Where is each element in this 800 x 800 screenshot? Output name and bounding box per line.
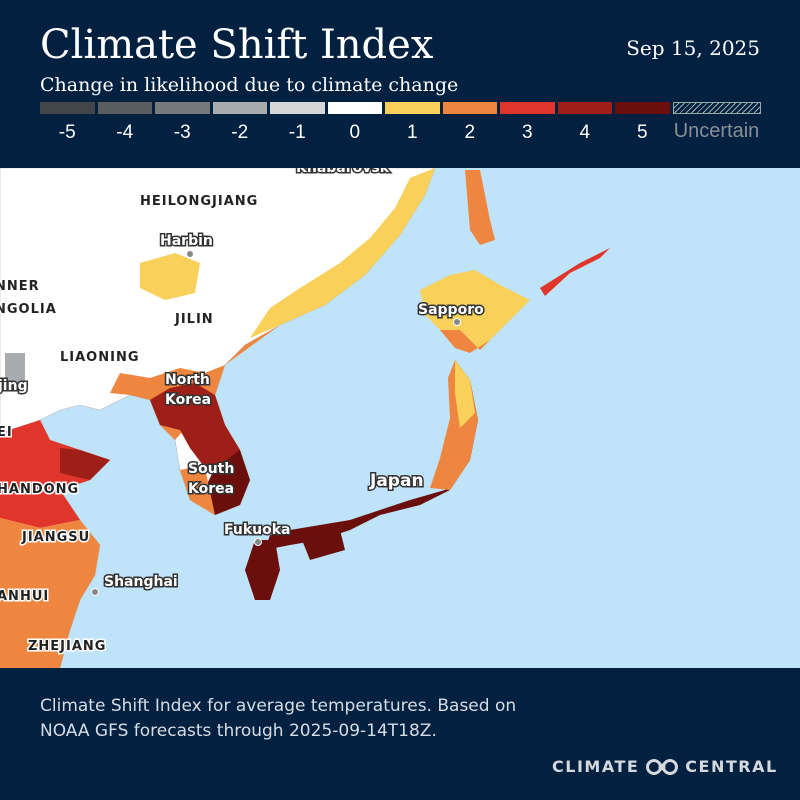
legend-label: -4 (116, 122, 134, 143)
title: Climate Shift Index (40, 22, 434, 68)
legend-swatch (212, 102, 267, 114)
legend-item: -4 (97, 102, 152, 144)
city-label: Korea (165, 392, 211, 408)
legend-swatch (442, 102, 497, 114)
map-labels: HEILONGJIANG NNER NGOLIA JILIN LIAONING … (0, 168, 486, 656)
city-label: jing (0, 378, 28, 394)
legend-swatch (500, 102, 555, 114)
map[interactable]: HEILONGJIANG NNER NGOLIA JILIN LIAONING … (0, 168, 800, 668)
logo-rings-icon (646, 758, 679, 775)
land (0, 168, 436, 668)
region-label: ANHUI (0, 589, 49, 604)
region-label: LIAONING (60, 350, 140, 365)
legend-label: 4 (579, 122, 591, 143)
legend-swatch (557, 102, 612, 114)
region-label: NGOLIA (0, 302, 57, 317)
subtitle: Change in likelihood due to climate chan… (40, 74, 459, 96)
legend-swatch (615, 102, 670, 114)
date: Sep 15, 2025 (626, 36, 760, 60)
legend-label: 0 (349, 122, 361, 143)
legend-item: -2 (212, 102, 267, 144)
footer-caption: Climate Shift Index for average temperat… (40, 696, 517, 741)
legend-label: 3 (521, 122, 533, 143)
legend-swatch (97, 102, 152, 114)
japan (245, 170, 610, 600)
city-label: Sapporo (418, 302, 484, 318)
legend-swatch (270, 102, 325, 114)
legend-label: 2 (464, 122, 476, 143)
region-label: EI (0, 425, 13, 440)
city-label: Harbin (160, 233, 213, 249)
legend-item: 3 (500, 102, 555, 144)
legend-swatch (155, 102, 210, 114)
legend-item: -1 (270, 102, 325, 144)
region-label: NNER (0, 279, 40, 294)
city-label: Khabarovsk (296, 168, 390, 176)
legend-item: -5 (40, 102, 95, 144)
city-label: South (188, 461, 234, 477)
legend-label: 5 (636, 122, 648, 143)
legend-swatch-hatched (672, 102, 761, 114)
region-label: JILIN (174, 312, 214, 327)
legend-uncertain: Uncertain (672, 102, 761, 144)
legend-item: -3 (155, 102, 210, 144)
region-label: ZHEJIANG (28, 639, 106, 654)
legend-item: 2 (442, 102, 497, 144)
city-label: Shanghai (104, 574, 178, 590)
legend-swatch (40, 102, 95, 114)
logo-text-right: CENTRAL (685, 757, 778, 776)
region-label: JIANGSU (21, 530, 90, 545)
legend-label: -3 (173, 122, 191, 143)
legend-item: 0 (327, 102, 382, 144)
legend-label: -1 (288, 122, 306, 143)
city-label: Fukuoka (224, 522, 291, 538)
legend-item: 1 (385, 102, 440, 144)
city-label: North (165, 372, 210, 388)
city-label: Japan (369, 471, 424, 491)
region-label: HANDONG (0, 482, 79, 497)
climate-central-logo: CLIMATE CENTRAL (552, 757, 778, 776)
legend: -5 -4 -3 -2 -1 0 1 2 3 4 5 Uncertain (40, 102, 761, 144)
legend-item: 5 (615, 102, 670, 144)
legend-label: 1 (406, 122, 418, 143)
legend-label: -5 (58, 122, 76, 143)
legend-swatch (385, 102, 440, 114)
region-label: HEILONGJIANG (140, 194, 258, 209)
city-label: Korea (188, 481, 234, 497)
legend-swatch (327, 102, 382, 114)
legend-label: Uncertain (673, 120, 760, 142)
legend-label: -2 (231, 122, 249, 143)
legend-item: 4 (557, 102, 612, 144)
logo-text-left: CLIMATE (552, 757, 640, 776)
